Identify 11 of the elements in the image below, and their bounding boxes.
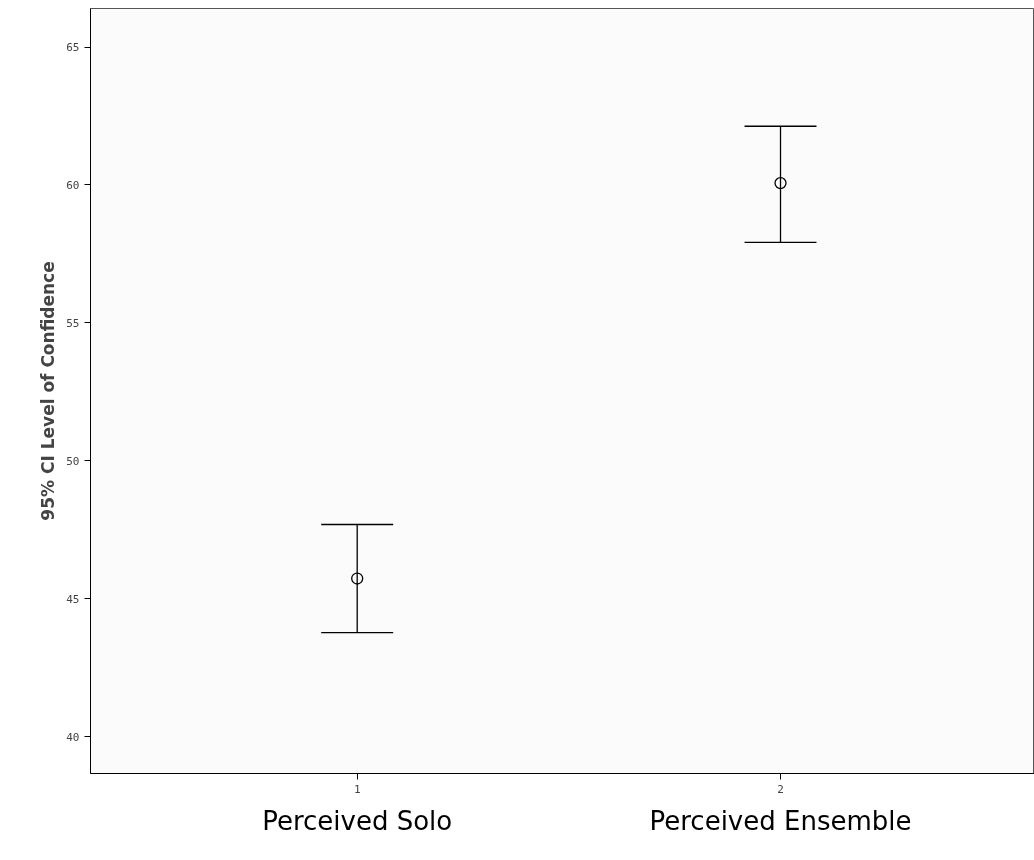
y-tick-label: 55 — [66, 316, 80, 330]
y-tick-label: 45 — [66, 592, 80, 606]
y-tick-label: 60 — [66, 179, 80, 192]
y-axis-title: 95% CI Level of Confidence — [38, 261, 59, 521]
text: Perceived Ensemble — [649, 805, 912, 836]
x-tick-label: 2 — [777, 782, 784, 796]
y-tick-label: 65 — [66, 41, 80, 55]
x-tick-label: 1 — [353, 782, 361, 796]
text: Perceived Solo — [262, 805, 453, 836]
y-tick-label: 40 — [66, 730, 80, 744]
y-tick-label: 50 — [66, 454, 80, 468]
